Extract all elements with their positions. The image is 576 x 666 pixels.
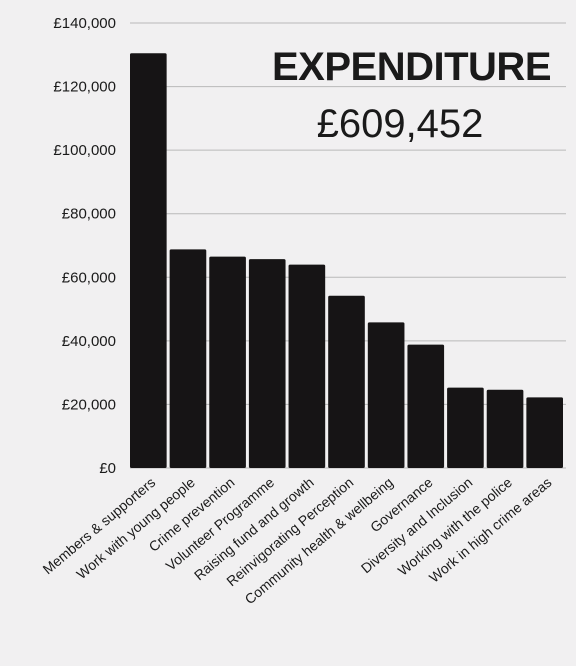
y-tick-label: £80,000 <box>62 206 116 223</box>
bar <box>288 264 326 468</box>
bar <box>248 259 286 468</box>
y-tick-label: £60,000 <box>62 269 116 286</box>
bar <box>209 256 246 468</box>
chart-title: EXPENDITURE <box>272 45 551 89</box>
bar <box>526 397 563 468</box>
y-tick-label: £120,000 <box>53 79 116 96</box>
y-tick-label: £20,000 <box>62 396 116 413</box>
y-tick-label: £140,000 <box>53 15 116 32</box>
y-tick-label: £0 <box>99 460 116 477</box>
y-axis-ticks: £0 £20,000 £40,000 £60,000 £80,000 £100,000 £1… <box>53 15 116 477</box>
bar <box>447 387 484 468</box>
chart-subtitle: £609,452 <box>317 102 484 146</box>
y-tick-label: £100,000 <box>53 142 116 159</box>
bar <box>407 344 445 468</box>
bars <box>130 53 563 468</box>
bar <box>130 53 167 468</box>
bar <box>367 322 405 468</box>
y-tick-label: £40,000 <box>62 333 116 350</box>
bar <box>328 295 365 468</box>
bar <box>169 249 207 468</box>
bar <box>486 389 524 468</box>
